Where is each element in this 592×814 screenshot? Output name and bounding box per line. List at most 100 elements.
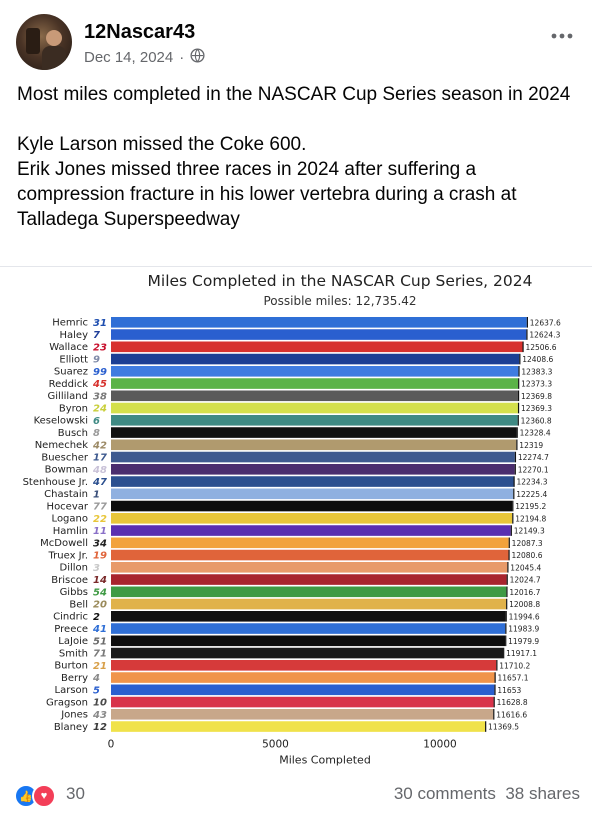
- post-author[interactable]: 12Nascar43: [84, 21, 196, 43]
- value-label: 12408.6: [522, 355, 553, 364]
- bar-end: [518, 378, 520, 389]
- driver-label: Hemric: [52, 318, 88, 329]
- comments-count[interactable]: 30 comments: [393, 784, 496, 803]
- driver-label: Suarez: [54, 367, 88, 378]
- driver-label: Nemechek: [35, 440, 89, 451]
- avatar[interactable]: [16, 14, 72, 70]
- value-label: 12373.3: [521, 380, 552, 389]
- post-date[interactable]: Dec 14, 2024: [84, 49, 174, 66]
- driver-label: Gibbs: [60, 587, 88, 598]
- reaction-count[interactable]: 30: [66, 784, 85, 803]
- driver-label: Dillon: [60, 563, 89, 574]
- bar: [111, 427, 517, 438]
- bar-end: [510, 525, 512, 536]
- bar-end: [505, 623, 507, 634]
- reaction-icons[interactable]: 👍 ♥: [14, 784, 56, 808]
- driver-label: LaJoie: [58, 636, 88, 647]
- bar: [111, 709, 494, 720]
- car-number-label: 45: [92, 379, 107, 390]
- post-text-line: Kyle Larson missed the Coke 600.: [17, 134, 307, 155]
- car-number-label: 1: [93, 489, 100, 500]
- chart-image[interactable]: Miles Completed in the NASCAR Cup Series…: [0, 268, 592, 768]
- driver-label: Bell: [69, 599, 88, 610]
- bar: [111, 660, 497, 671]
- car-number-label: 34: [93, 538, 107, 549]
- bar: [111, 696, 494, 708]
- car-number-label: 3: [93, 563, 100, 574]
- bar-end: [485, 721, 487, 732]
- bar-end: [506, 598, 508, 610]
- car-number-label: 38: [93, 391, 107, 402]
- bar-end: [526, 317, 528, 328]
- bar: [111, 647, 504, 659]
- value-label: 11983.9: [508, 625, 539, 634]
- car-number-label: 5: [93, 685, 100, 696]
- bar: [111, 525, 511, 536]
- bar: [111, 488, 514, 500]
- car-number-label: 71: [93, 649, 107, 660]
- value-label: 12016.7: [509, 588, 540, 597]
- shares-count[interactable]: 38 shares: [505, 784, 580, 803]
- value-label: 11369.5: [488, 723, 519, 732]
- x-tick-label: 5000: [262, 739, 289, 751]
- bar-end: [517, 390, 520, 402]
- value-label: 12024.7: [510, 576, 541, 585]
- bar-end: [513, 488, 515, 500]
- bar-end: [513, 476, 515, 487]
- value-label: 12637.6: [530, 318, 561, 327]
- bar: [111, 586, 507, 598]
- driver-label: Gragson: [46, 697, 88, 708]
- post-meta: Dec 14, 2024 ·: [84, 48, 205, 67]
- value-label: 12080.6: [511, 551, 542, 560]
- bar-end: [505, 635, 507, 647]
- bar: [111, 464, 515, 475]
- x-tick-label: 0: [108, 739, 115, 751]
- post-text-line: Erik Jones missed three races in 2024 af…: [17, 159, 517, 230]
- bar-end: [514, 464, 516, 475]
- driver-label: Keselowski: [34, 416, 88, 427]
- more-options-button[interactable]: [550, 20, 574, 46]
- bar: [111, 451, 515, 463]
- driver-label: Chastain: [44, 489, 88, 500]
- value-label: 12194.8: [515, 514, 546, 523]
- bar-end: [494, 684, 496, 696]
- driver-label: Busch: [58, 428, 88, 439]
- car-number-label: 7: [93, 330, 100, 341]
- bar: [111, 353, 520, 365]
- globe-icon: [190, 48, 205, 67]
- car-number-label: 9: [93, 355, 100, 366]
- car-number-label: 23: [93, 342, 107, 353]
- driver-label: Jones: [60, 710, 88, 721]
- car-number-label: 47: [92, 477, 107, 488]
- chart-title: Miles Completed in the NASCAR Cup Series…: [148, 272, 533, 290]
- bar-end: [496, 660, 498, 671]
- driver-label: Reddick: [49, 379, 89, 390]
- bar-end: [512, 500, 514, 512]
- car-number-label: 2: [93, 612, 100, 623]
- car-number-label: 14: [93, 575, 107, 586]
- value-label: 12383.3: [521, 367, 552, 376]
- car-number-label: 24: [93, 404, 107, 415]
- value-label: 11628.8: [497, 698, 528, 707]
- bar-end: [516, 439, 518, 451]
- driver-label: Larson: [55, 685, 88, 696]
- driver-label: Gilliland: [48, 391, 88, 402]
- car-number-label: 31: [93, 318, 107, 329]
- post-text-line: Most miles completed in the NASCAR Cup S…: [17, 84, 571, 105]
- car-number-label: 4: [92, 673, 100, 684]
- value-label: 12360.8: [521, 416, 552, 425]
- value-label: 12234.3: [517, 478, 548, 487]
- bar: [111, 513, 513, 524]
- meta-separator: ·: [179, 49, 185, 66]
- value-label: 12087.3: [512, 539, 543, 548]
- more-dots-icon: [551, 33, 573, 39]
- driver-label: Briscoe: [51, 575, 88, 586]
- bar: [111, 562, 508, 573]
- bar-end: [506, 574, 508, 585]
- value-label: 11657.1: [498, 674, 529, 683]
- value-label: 12624.3: [529, 331, 560, 340]
- car-number-label: 22: [93, 514, 107, 525]
- post-header: 12Nascar43 Dec 14, 2024 ·: [0, 0, 592, 76]
- chart-subtitle: Possible miles: 12,735.42: [263, 294, 416, 308]
- driver-label: Haley: [60, 330, 89, 341]
